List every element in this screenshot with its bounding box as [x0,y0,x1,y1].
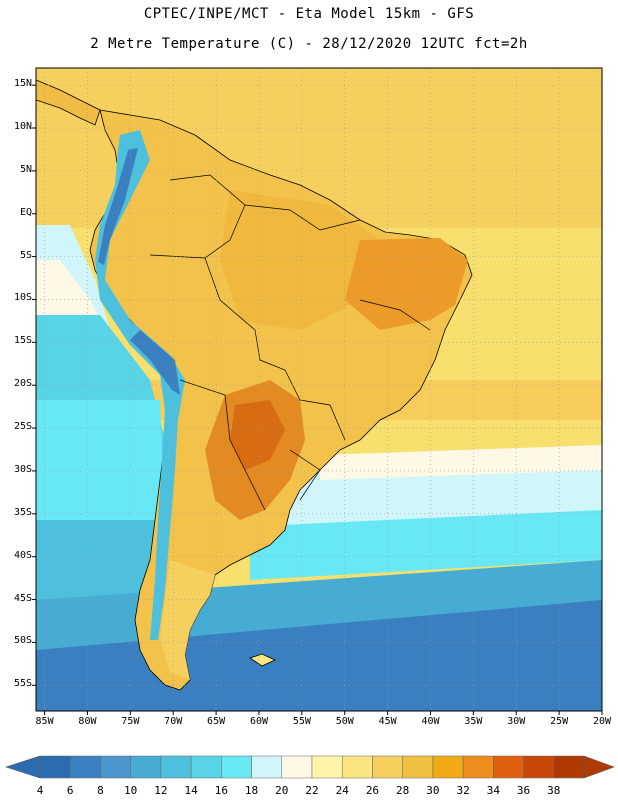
colorbar-swatch [553,755,585,779]
lat-tick-label: 5N [19,163,32,175]
lat-tick-label: 45S [13,592,32,604]
lat-tick-label: 10N [13,121,32,132]
lon-tick-label: 60W [249,716,268,727]
colorbar-label: 38 [547,784,561,797]
colorbar-label: 28 [396,784,410,797]
colorbar [5,755,615,779]
axis-ticks [32,84,603,715]
map-subtitle: 2 Metre Temperature (C) - 28/12/2020 12U… [90,36,528,52]
colorbar-swatch [493,755,524,779]
northeast-brazil-hot [345,238,468,330]
lat-tick-label: 35S [13,506,32,518]
lon-tick-label: 75W [121,716,140,727]
colorbar-label: 16 [214,784,228,797]
falkland-islands [249,653,276,667]
colorbar-swatch [69,755,101,779]
lat-tick-label: 30S [13,463,32,475]
colorbar-label: 20 [275,784,289,797]
lat-tick-label: 40S [13,549,32,561]
lon-tick-label: 65W [207,716,226,727]
lon-tick-label: 45W [378,716,397,727]
colorbar-swatch [341,755,373,779]
map-frame [36,68,602,711]
border-argentina-chile [179,379,266,511]
border-brazil-states [359,299,431,331]
colorbar-label: 8 [97,784,104,797]
colorbar-swatch [311,755,343,779]
ocean-pacific-cyan [36,400,165,520]
colorbar-swatch [221,755,252,779]
colorbar-label: 34 [486,784,500,797]
central-america [36,79,101,126]
lon-tick-label: 25W [550,716,569,727]
andes-cold [95,130,185,640]
colorbar-swatch [190,755,222,779]
colorbar-swatch [251,755,283,779]
colorbar-swatch [402,755,434,779]
colorbar-swatch [160,755,192,779]
colorbar-label: 4 [36,784,44,797]
lat-tick-label: 25S [13,421,32,433]
colorbar-label: 22 [305,784,319,797]
lon-tick-label: 55W [292,716,311,727]
colorbar-swatch [281,755,313,779]
colorbar-swatch [130,755,162,779]
altiplano-coldest [130,330,180,395]
colorbar-label: 10 [124,784,138,797]
lat-tick-label: 10S [13,292,32,304]
border-guianas [244,204,361,231]
ocean-atlantic-cream [320,445,602,480]
andes-north-coldest [98,148,138,265]
colorbar-label: 18 [244,784,259,797]
colorbar-swatch [100,755,131,779]
lat-tick-label: 15N [13,78,32,90]
colorbar-swatch [39,755,71,779]
map-border [35,67,603,712]
colorbar-label: 24 [335,784,349,797]
border-peru-brazil [149,254,261,361]
colorbar-label: 36 [516,784,531,797]
lon-tick-label: 35W [464,716,483,727]
lat-tick-label: 20S [13,378,32,390]
colorbar-label: 12 [154,784,168,797]
country-borders [149,174,431,511]
colorbar-label: 14 [184,784,198,797]
colorbar-label: 6 [66,784,74,797]
colorbar-min-arrow [5,755,41,779]
lon-tick-label: 50W [335,716,354,727]
border-uruguay [289,449,321,501]
lon-tick-label: 85W [35,716,54,727]
lat-tick-label: 55S [13,678,32,690]
chaco-hottest [230,400,285,470]
lon-tick-label: 70W [164,716,183,727]
colorbar-label: 30 [426,784,440,797]
lon-tick-label: 40W [421,716,440,727]
lon-tick-label: 30W [507,716,526,727]
colorbar-label: 32 [456,784,470,797]
lat-tick-label: 50S [13,635,32,647]
border-bolivia-brazil [259,359,346,441]
lat-tick-label: 15S [13,335,32,347]
colorbar-swatch [462,755,494,779]
lon-tick-label: 80W [78,716,97,727]
ocean-atlantic-cyan [250,510,602,580]
lon-tick-label: 20W [592,716,612,727]
lat-tick-label: 5S [19,249,32,261]
colorbar-max-arrow [583,755,615,779]
lat-tick-label: EQ [19,206,32,218]
colorbar-swatch [523,755,555,779]
patagonia [160,560,215,680]
colorbar-swatch [372,755,403,779]
colorbar-swatch [432,755,464,779]
colorbar-label: 26 [365,784,380,797]
map-title: CPTEC/INPE/MCT - Eta Model 15km - GFS [143,6,475,22]
